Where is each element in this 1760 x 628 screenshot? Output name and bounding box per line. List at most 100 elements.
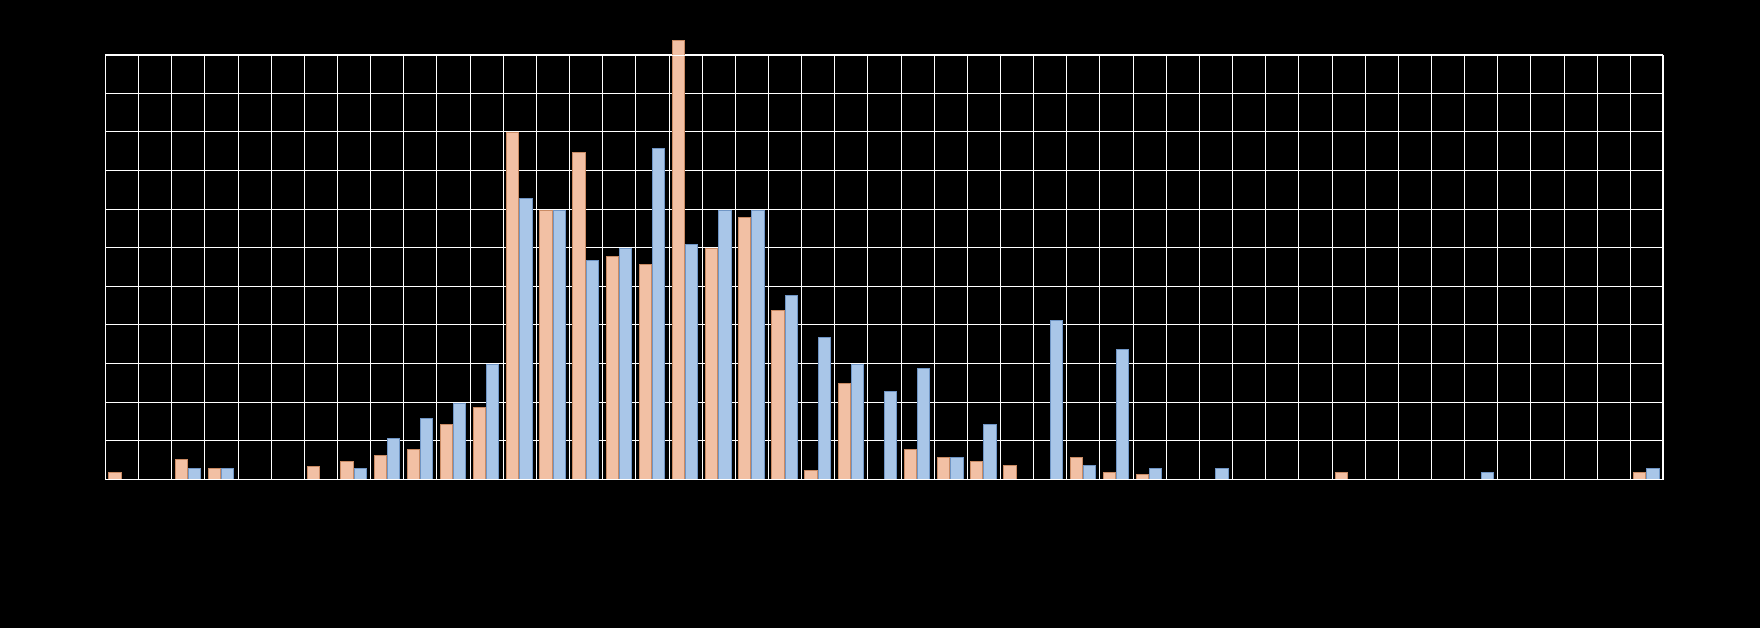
gridline-vertical (1066, 55, 1067, 480)
gridline-vertical (171, 55, 172, 480)
gridline-vertical (1630, 55, 1631, 480)
gridline-vertical (1133, 55, 1134, 480)
gridline-vertical (1332, 55, 1333, 480)
gridline-vertical (735, 55, 736, 480)
gridline-vertical (1199, 55, 1200, 480)
bar-series_b (486, 364, 499, 480)
gridline-vertical (1530, 55, 1531, 480)
bar-series_b (851, 364, 864, 480)
gridline-vertical (204, 55, 205, 480)
bar-series_a (506, 132, 519, 480)
gridline-horizontal (105, 247, 1663, 248)
y-axis-line (105, 55, 106, 480)
gridline-vertical (1597, 55, 1598, 480)
bar-series_b (453, 403, 466, 480)
bar-series_a (473, 407, 486, 480)
bar-series_b (553, 210, 566, 480)
bar-series_a (838, 383, 851, 480)
gridline-vertical (1265, 55, 1266, 480)
bar-series_b (1050, 320, 1063, 480)
bar-series_b (950, 457, 963, 480)
bar-series_a (738, 217, 751, 480)
gridline-vertical (967, 55, 968, 480)
bar-series_a (374, 455, 387, 480)
bar-series_a (175, 459, 188, 480)
bar-series_b (751, 210, 764, 480)
top-axis-line (105, 55, 1663, 56)
bar-series_b (652, 148, 665, 480)
gridline-vertical (1663, 55, 1664, 480)
gridline-vertical (669, 55, 670, 480)
gridline-horizontal (105, 324, 1663, 325)
gridline-vertical (1166, 55, 1167, 480)
bar-series_b (619, 248, 632, 480)
gridline-vertical (436, 55, 437, 480)
bar-series_b (1083, 465, 1096, 480)
gridline-vertical (602, 55, 603, 480)
bar-series_a (440, 424, 453, 480)
gridline-horizontal (105, 93, 1663, 94)
gridline-vertical (1365, 55, 1366, 480)
bar-series_b (884, 391, 897, 480)
bar-series_a (672, 40, 685, 480)
gridline-vertical (337, 55, 338, 480)
gridline-vertical (801, 55, 802, 480)
gridline-horizontal (105, 286, 1663, 287)
gridline-vertical (834, 55, 835, 480)
bar-series_b (586, 260, 599, 480)
gridline-horizontal (105, 170, 1663, 171)
bar-series_b (917, 368, 930, 480)
x-axis-line (105, 479, 1663, 480)
bar-series_a (340, 461, 353, 480)
chart-container (0, 0, 1760, 628)
bar-series_a (1070, 457, 1083, 480)
bar-series_b (818, 337, 831, 480)
gridline-vertical (1099, 55, 1100, 480)
gridline-vertical (768, 55, 769, 480)
gridline-vertical (1464, 55, 1465, 480)
histogram-plot-area (105, 55, 1663, 480)
bar-series_a (572, 152, 585, 480)
bar-series_a (904, 449, 917, 480)
bar-series_b (420, 418, 433, 480)
bar-series_a (1003, 465, 1016, 480)
gridline-vertical (1497, 55, 1498, 480)
gridline-vertical (470, 55, 471, 480)
bar-series_b (387, 438, 400, 481)
bar-series_a (705, 248, 718, 480)
gridline-vertical (702, 55, 703, 480)
gridline-vertical (1564, 55, 1565, 480)
bar-series_a (771, 310, 784, 480)
bar-series_a (539, 210, 552, 480)
bar-series_b (1116, 349, 1129, 480)
gridline-vertical (867, 55, 868, 480)
gridline-vertical (271, 55, 272, 480)
bar-series_b (685, 244, 698, 480)
bar-series_a (407, 449, 420, 480)
gridline-vertical (635, 55, 636, 480)
gridline-vertical (536, 55, 537, 480)
right-axis-line (1662, 55, 1663, 480)
gridline-vertical (901, 55, 902, 480)
gridline-vertical (1033, 55, 1034, 480)
gridline-horizontal (105, 209, 1663, 210)
gridline-horizontal (105, 363, 1663, 364)
gridline-vertical (503, 55, 504, 480)
bar-series_b (519, 198, 532, 480)
bar-series_b (785, 295, 798, 480)
gridline-vertical (1000, 55, 1001, 480)
gridline-vertical (934, 55, 935, 480)
bar-series_a (937, 457, 950, 480)
bar-series_a (639, 264, 652, 480)
bar-series_b (983, 424, 996, 480)
gridline-horizontal (105, 131, 1663, 132)
gridline-vertical (1298, 55, 1299, 480)
bar-series_a (970, 461, 983, 480)
gridline-vertical (1398, 55, 1399, 480)
bar-series_a (606, 256, 619, 480)
gridline-vertical (1431, 55, 1432, 480)
gridline-vertical (403, 55, 404, 480)
gridline-vertical (569, 55, 570, 480)
gridline-vertical (370, 55, 371, 480)
gridline-vertical (138, 55, 139, 480)
